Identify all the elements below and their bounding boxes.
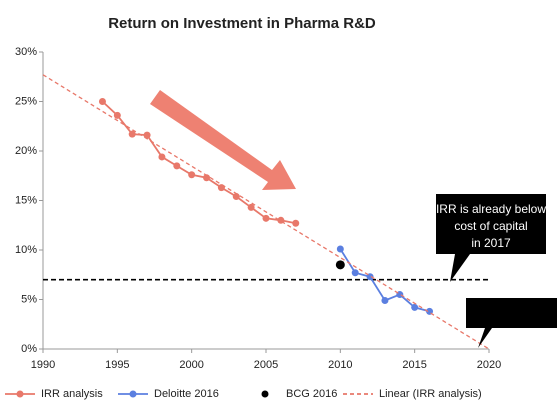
x-tick-label: 2005 xyxy=(254,359,278,371)
legend-label: Deloitte 2016 xyxy=(154,388,219,400)
y-tick-label: 25% xyxy=(15,95,37,107)
data-point xyxy=(158,153,166,161)
x-tick-label: 1990 xyxy=(31,359,55,371)
y-tick-label: 10% xyxy=(15,244,37,256)
data-point xyxy=(262,214,270,222)
callout-box xyxy=(466,298,557,348)
annotation: IRR is already below cost of capital in 20… xyxy=(436,202,546,250)
legend-label: BCG 2016 xyxy=(286,388,337,400)
data-point xyxy=(247,203,255,211)
data-point xyxy=(217,184,225,192)
legend-item: Linear (IRR analysis) xyxy=(343,388,482,400)
legend-item: BCG 2016 xyxy=(261,388,337,400)
y-tick-label: 20% xyxy=(15,145,37,157)
data-point xyxy=(381,296,389,304)
y-tick-label: 5% xyxy=(21,293,37,305)
trend-arrow xyxy=(150,90,296,190)
data-point xyxy=(188,171,196,179)
y-tick-label: 0% xyxy=(21,343,37,355)
data-point xyxy=(335,260,345,270)
data-point xyxy=(143,131,151,139)
data-point xyxy=(128,130,136,138)
legend-label: IRR analysis xyxy=(41,388,103,400)
x-tick-label: 1995 xyxy=(105,359,129,371)
data-point xyxy=(113,111,121,119)
legend-item: IRR analysis xyxy=(5,388,103,400)
y-tick-label: 30% xyxy=(15,46,37,58)
data-point xyxy=(232,193,240,201)
series-line xyxy=(42,74,490,350)
x-tick-label: 2015 xyxy=(402,359,426,371)
chart-title: Return on Investment in Pharma R&D xyxy=(108,15,376,32)
data-point xyxy=(336,245,344,253)
callout-box xyxy=(436,194,546,282)
data-point xyxy=(98,98,106,105)
data-point xyxy=(203,174,211,182)
legend-marker xyxy=(16,390,24,398)
data-point xyxy=(351,269,359,277)
legend-marker xyxy=(129,390,137,398)
x-tick-label: 2020 xyxy=(477,359,501,371)
legend-marker xyxy=(261,390,269,398)
legend-label: Linear (IRR analysis) xyxy=(379,388,482,400)
data-point xyxy=(292,219,300,227)
x-tick-label: 2010 xyxy=(328,359,352,371)
data-point xyxy=(173,162,181,170)
legend-item: Deloitte 2016 xyxy=(118,388,219,400)
y-tick-label: 15% xyxy=(15,194,37,206)
x-tick-label: 2000 xyxy=(179,359,203,371)
data-point xyxy=(411,303,419,311)
